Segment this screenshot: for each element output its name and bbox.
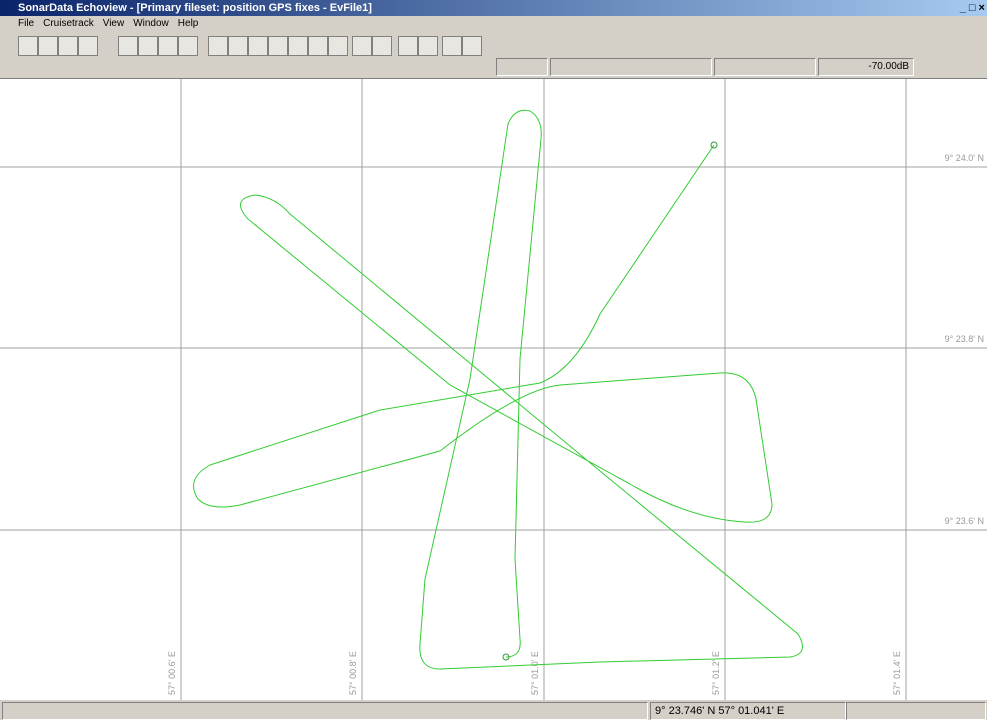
toolbar-button[interactable] <box>78 36 98 56</box>
cruise-track <box>193 109 803 670</box>
longitude-label: 57° 00.8' E <box>348 651 358 695</box>
toolbar: -70.00dB <box>0 32 987 79</box>
toolbar-button[interactable] <box>118 36 138 56</box>
longitude-label: 57° 01.2' E <box>711 651 721 695</box>
latitude-label: 9° 23.6' N <box>945 516 984 526</box>
toolbar-button[interactable] <box>372 36 392 56</box>
status-bar: 9° 23.746' N 57° 01.041' E <box>0 700 987 720</box>
toolbar-button[interactable] <box>418 36 438 56</box>
toolbar-button[interactable] <box>38 36 58 56</box>
longitude-label: 57° 01.4' E <box>892 651 902 695</box>
toolbar-button[interactable] <box>228 36 248 56</box>
menu-item[interactable]: Cruisetrack <box>43 18 94 29</box>
toolbar-button[interactable] <box>208 36 228 56</box>
toolbar-button[interactable] <box>268 36 288 56</box>
grid <box>0 79 987 700</box>
menu-item[interactable]: View <box>102 18 125 29</box>
toolbar-button[interactable] <box>328 36 348 56</box>
toolbar-button[interactable] <box>288 36 308 56</box>
toolbar-button[interactable] <box>352 36 372 56</box>
toolbar-button[interactable] <box>248 36 268 56</box>
latitude-label: 9° 23.8' N <box>945 334 984 344</box>
toolbar-field <box>714 58 816 76</box>
toolbar-button[interactable] <box>308 36 328 56</box>
menu-item[interactable]: Window <box>133 18 169 29</box>
toolbar-button[interactable] <box>18 36 38 56</box>
toolbar-field <box>496 58 548 76</box>
track-end <box>502 653 510 661</box>
toolbar-button[interactable] <box>158 36 178 56</box>
toolbar-button[interactable] <box>58 36 78 56</box>
menu-bar: File Cruisetrack View Window Help <box>0 16 987 32</box>
toolbar-button[interactable] <box>462 36 482 56</box>
latitude-label: 9° 24.0' N <box>945 153 984 163</box>
toolbar-button[interactable] <box>138 36 158 56</box>
map-canvas: 9° 24.0' N 9° 23.8' N 9° 23.6' N 57° 00.… <box>0 79 987 700</box>
title-bar: SonarData Echoview - [Primary fileset: p… <box>0 0 987 16</box>
toolbar-field <box>550 58 712 76</box>
window-buttons[interactable]: _ □ × <box>959 2 985 14</box>
position-readout: 9° 23.746' N 57° 01.041' E <box>650 702 846 720</box>
threshold-field: -70.00dB <box>818 58 914 76</box>
track-start <box>710 141 718 149</box>
toolbar-button[interactable] <box>178 36 198 56</box>
window-title: SonarData Echoview - [Primary fileset: p… <box>18 2 372 14</box>
cruisetrack-map: 9° 24.0' N 9° 23.8' N 9° 23.6' N 57° 00.… <box>0 79 987 700</box>
status-pane <box>2 702 648 720</box>
menu-item[interactable]: File <box>18 18 35 29</box>
status-pane <box>846 702 986 720</box>
toolbar-button[interactable] <box>442 36 462 56</box>
menu-item[interactable]: Help <box>177 18 199 29</box>
toolbar-button[interactable] <box>398 36 418 56</box>
longitude-label: 57° 01.0' E <box>530 651 540 695</box>
longitude-label: 57° 00.6' E <box>167 651 177 695</box>
